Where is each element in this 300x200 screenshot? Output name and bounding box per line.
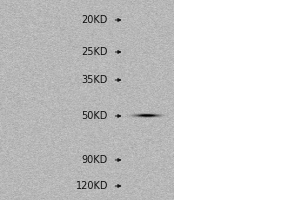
Text: 35KD: 35KD — [82, 75, 108, 85]
Text: 25KD: 25KD — [82, 47, 108, 57]
Bar — [174, 0, 300, 200]
Text: 120KD: 120KD — [76, 181, 108, 191]
Text: 50KD: 50KD — [82, 111, 108, 121]
Text: 20KD: 20KD — [82, 15, 108, 25]
Text: 90KD: 90KD — [82, 155, 108, 165]
